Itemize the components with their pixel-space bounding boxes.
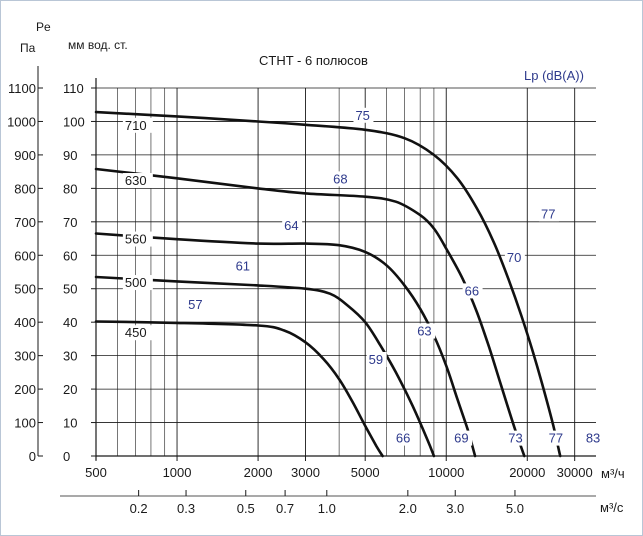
noise-label-bg [353, 107, 374, 123]
noise-label-bg [233, 258, 254, 274]
m3h-tick-label: 2000 [244, 465, 273, 480]
mm-tick-label: 90 [63, 148, 77, 163]
noise-level-value: 61 [236, 258, 250, 273]
pa-tick-label: 600 [14, 248, 36, 263]
pa-tick-label: 500 [14, 282, 36, 297]
noise-level-label: Lp (dB(A)) [524, 68, 584, 83]
mm-tick-label: 60 [63, 248, 77, 263]
noise-label-bg [462, 283, 483, 299]
m3h-tick-label: 500 [85, 465, 107, 480]
m3h-tick-label: 1000 [163, 465, 192, 480]
noise-level-value: 68 [333, 171, 347, 186]
chart-title: CTHT - 6 полюсов [259, 53, 368, 68]
grid [96, 87, 596, 456]
noise-level-value: 66 [465, 283, 479, 298]
noise-label-bg [452, 430, 473, 446]
m3s-tick-label: 0.3 [177, 501, 195, 516]
fan-size-label-bg [122, 325, 153, 341]
noise-label-bg [539, 206, 560, 222]
noise-label-bg [546, 430, 567, 446]
pa-tick-label: 1000 [7, 114, 36, 129]
pa-tick-label: 800 [14, 181, 36, 196]
m3s-tick-label: 1.0 [318, 501, 336, 516]
fan-size-label-bg [122, 231, 153, 247]
noise-level-value: 73 [508, 431, 522, 446]
noise-level-value: 63 [417, 324, 431, 339]
m3h-tick-label: 30000 [557, 465, 593, 480]
noise-level-value: 69 [454, 431, 468, 446]
noise-label-bg [504, 249, 525, 265]
noise-label-bg [186, 296, 207, 312]
m3s-tick-label: 5.0 [506, 501, 524, 516]
noise-level-value: 75 [355, 108, 369, 123]
fan-curve-710 [94, 110, 562, 458]
noise-label-bg [583, 430, 604, 446]
pa-unit-label: Па [20, 41, 36, 55]
pa-tick-label: 400 [14, 315, 36, 330]
m3h-tick-label: 5000 [351, 465, 380, 480]
noise-level-value: 59 [369, 352, 383, 367]
axes [37, 66, 596, 497]
noise-label-bg [366, 352, 387, 367]
mm-tick-label: 30 [63, 349, 77, 364]
m3s-tick-label: 0.2 [130, 501, 148, 516]
curve-labels: 710 630 560 500 450 75 68 64 61 57 77 70 66 63 59 66 69 7… [122, 107, 604, 446]
fan-curve-630 [94, 167, 526, 458]
m3s-tick-label: 3.0 [446, 501, 464, 516]
mm-tick-label: 10 [63, 416, 77, 431]
pa-tick-label: 100 [14, 416, 36, 431]
pa-tick-label: 300 [14, 349, 36, 364]
fan-size-label-500: 500 [125, 275, 147, 290]
pa-tick-label: 1100 [8, 81, 36, 96]
fan-size-label-560: 560 [125, 232, 147, 247]
fan-curve-500 [94, 275, 436, 458]
m3h-unit-label: м³/ч [601, 466, 625, 481]
noise-label-bg [331, 171, 352, 187]
noise-label-bg [506, 430, 527, 446]
fan-size-label-bg [122, 173, 153, 189]
mm-tick-label: 50 [63, 282, 77, 297]
pa-tick-label: 200 [14, 382, 36, 397]
fan-size-label-bg [122, 275, 153, 291]
noise-label-bg [393, 430, 414, 446]
mm-unit-label: мм вод. ст. [68, 38, 128, 52]
m3s-tick-label: 0.5 [237, 501, 255, 516]
mm-tick-label: 100 [63, 114, 85, 129]
mm-tick-label: 70 [63, 215, 77, 230]
noise-level-value: 77 [541, 206, 555, 221]
mm-tick-label: 40 [63, 315, 77, 330]
fan-size-label-630: 630 [125, 173, 147, 188]
noise-label-bg [282, 218, 303, 234]
pressure-axis-title: Pe [36, 20, 51, 34]
fan-size-label-bg [122, 117, 153, 133]
noise-level-value: 64 [284, 218, 298, 233]
pa-tick-label: 900 [14, 148, 36, 163]
noise-level-value: 66 [396, 431, 410, 446]
fan-curve-450 [94, 320, 384, 458]
noise-label-bg [415, 323, 436, 339]
m3h-tick-label: 10000 [428, 465, 464, 480]
m3s-tick-label: 2.0 [399, 501, 417, 516]
pa-tick-label: 700 [14, 215, 36, 230]
mm-tick-label: 110 [63, 81, 84, 96]
noise-level-value: 83 [586, 431, 600, 446]
noise-level-value: 57 [188, 297, 202, 312]
noise-level-value: 77 [549, 431, 563, 446]
m3s-tick-label: 0.7 [276, 501, 294, 516]
m3h-tick-label: 20000 [509, 465, 545, 480]
pa-tick-label: 0 [29, 449, 36, 464]
mm-tick-label: 80 [63, 181, 77, 196]
m3s-unit-label: м³/с [600, 500, 624, 515]
mm-tick-label: 0 [63, 449, 70, 464]
fan-size-label-710: 710 [125, 118, 147, 133]
noise-level-value: 70 [507, 250, 521, 265]
fan-size-label-450: 450 [125, 325, 147, 340]
fan-curves [94, 110, 562, 458]
fan-curve-560 [94, 232, 477, 458]
mm-tick-label: 20 [63, 382, 77, 397]
m3h-tick-label: 3000 [291, 465, 320, 480]
